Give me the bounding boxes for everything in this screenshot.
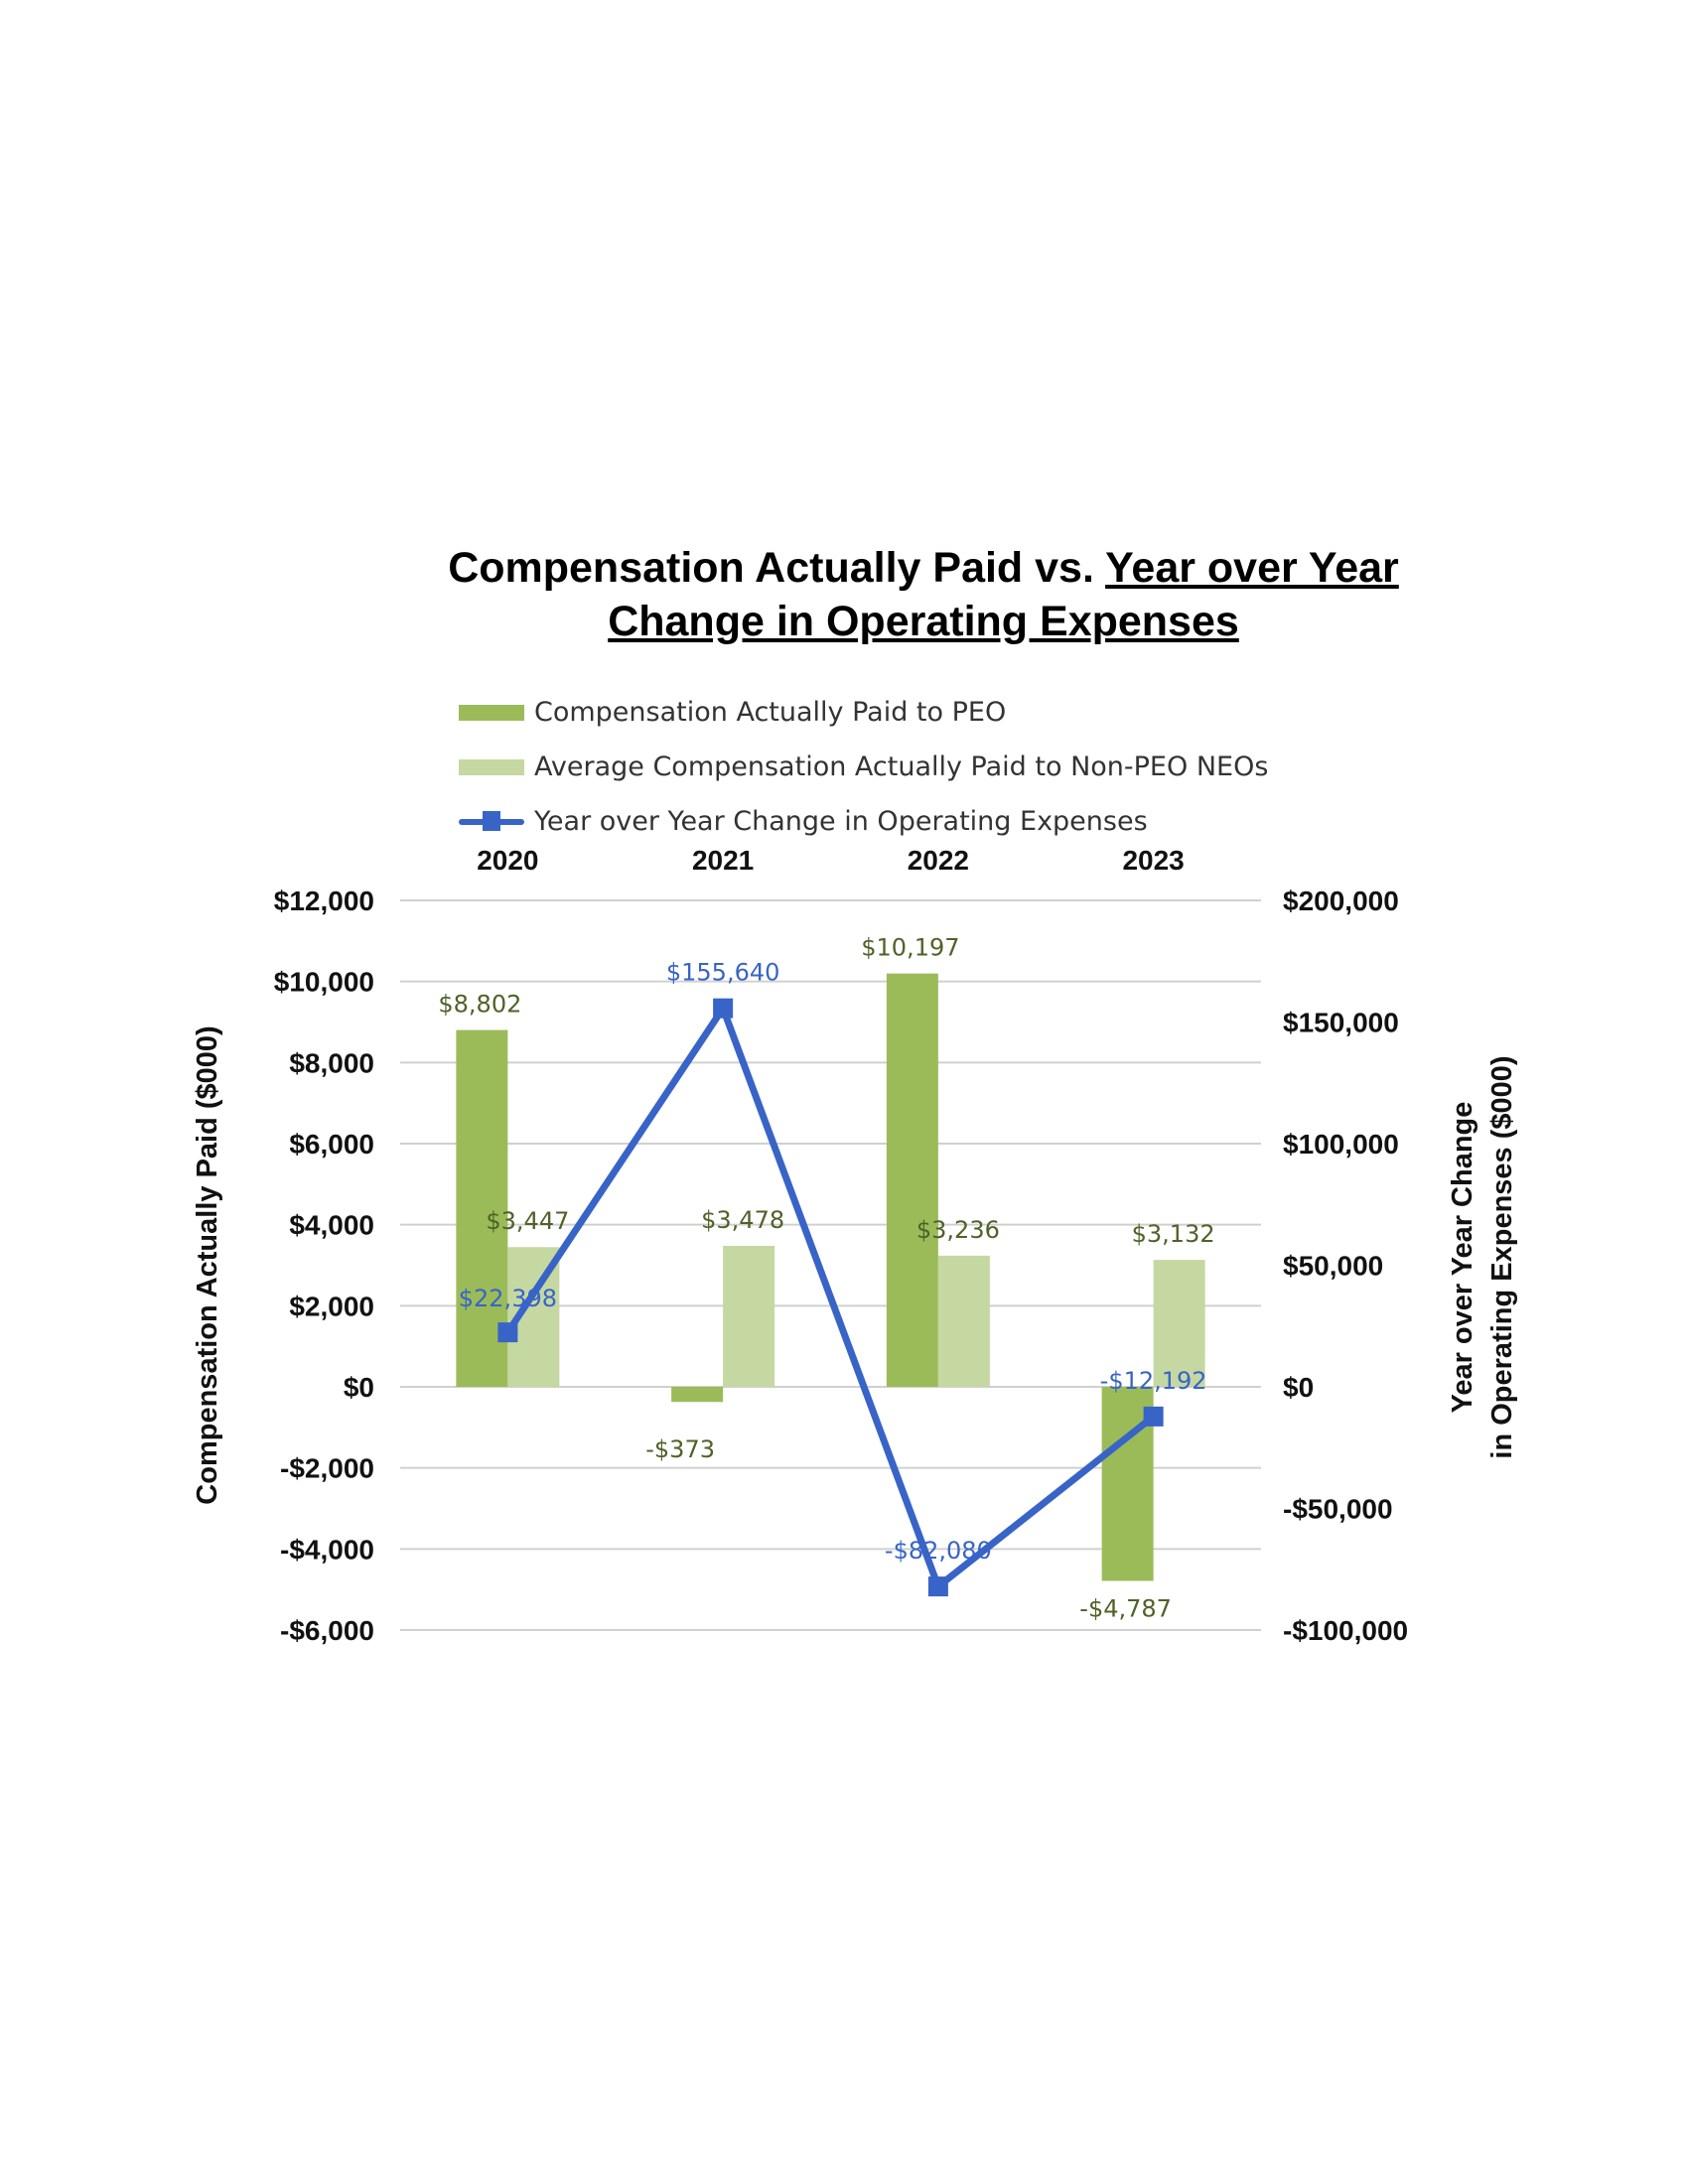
left-axis-tick-label: $4,000 [289,1210,374,1241]
left-axis-tick-label: $10,000 [274,967,374,998]
bar-peo-2022 [886,973,938,1387]
legend-swatch-peo [459,704,524,721]
right-axis-title-line: in Operating Expenses ($000) [1486,1055,1518,1458]
chart-title-underlined-1: Year over Year [1105,544,1399,592]
right-axis-title: Year over Year Change in Operating Expens… [1447,1055,1518,1458]
left-axis-tick-label: -$6,000 [280,1615,374,1646]
bar-neo-2021 [723,1245,775,1387]
right-axis-title-line: Year over Year Change [1447,1102,1478,1414]
data-label-neo-2023: $3,132 [1132,1220,1215,1248]
left-axis-tick-label: $6,000 [289,1129,374,1160]
legend-item-peo: Compensation Actually Paid to PEO [459,685,1268,740]
data-label-peo-2020: $8,802 [438,991,521,1019]
chart-title: Compensation Actually Paid vs. Year over… [0,541,1688,648]
opex-line [504,1005,1156,1590]
right-axis-tick-label: $0 [1283,1372,1314,1403]
axes: $12,000 $10,000 $8,000 $6,000 $4,000 $2,000 $0… [192,845,1518,1646]
category-label-2022: 2022 [908,845,969,876]
opex-marker-2021 [713,998,734,1019]
data-label-peo-2023: -$4,787 [1079,1594,1172,1622]
left-axis-tick-label: $12,000 [274,886,374,916]
category-label-2021: 2021 [692,845,754,876]
left-axis-title: Compensation Actually Paid ($000) [192,1025,223,1504]
right-axis-tick-label: $200,000 [1283,886,1399,916]
data-label-neo-2020: $3,447 [486,1207,569,1235]
left-axis-tick-label: $0 [344,1372,374,1403]
bar-peo-2021 [671,1387,724,1403]
legend-swatch-opex-line [459,810,524,831]
chart-title-underlined-2: Change in Operating Expenses [608,598,1239,645]
data-labels: $8,802 -$373 $10,197 -$4,787 $3,447 $3,478 $3,… [438,934,1214,1623]
right-axis-tick-label: $100,000 [1283,1129,1399,1160]
legend-label-peo: Compensation Actually Paid to PEO [534,697,1007,728]
chart-title-plain: Compensation Actually Paid vs. [448,544,1106,592]
left-axis-tick-label: $8,000 [289,1047,374,1078]
category-label-2020: 2020 [477,845,538,876]
data-label-peo-2021: -$373 [645,1435,715,1463]
category-label-2023: 2023 [1122,845,1184,876]
data-label-neo-2022: $3,236 [916,1216,1000,1244]
left-axis-tick-label: -$2,000 [280,1453,374,1484]
chart-legend: Compensation Actually Paid to PEO Averag… [459,685,1268,849]
opex-marker-2020 [497,1322,518,1343]
right-axis-tick-label: $150,000 [1283,1008,1399,1038]
data-label-opex-2022: -$82,080 [885,1537,992,1565]
legend-item-opex: Year over Year Change in Operating Expen… [459,794,1268,849]
legend-swatch-neo [459,758,524,775]
legend-label-neo: Average Compensation Actually Paid to No… [534,751,1269,782]
right-axis-tick-label: -$50,000 [1283,1494,1393,1525]
right-axis-tick-label: -$100,000 [1283,1615,1408,1646]
legend-item-neo: Average Compensation Actually Paid to No… [459,740,1268,794]
data-label-neo-2021: $3,478 [701,1206,784,1234]
data-label-peo-2022: $10,197 [861,934,959,962]
data-label-opex-2021: $155,640 [666,959,780,987]
left-axis-tick-label: $2,000 [289,1291,374,1321]
right-axis-tick-label: $50,000 [1283,1251,1383,1282]
bar-neo-2023 [1153,1260,1205,1387]
data-label-opex-2020: $22,398 [459,1285,557,1312]
legend-label-opex: Year over Year Change in Operating Expen… [534,806,1148,837]
opex-line-group [497,998,1164,1597]
opex-marker-2022 [927,1576,948,1597]
chart-title-line-1: Compensation Actually Paid vs. Year over… [0,541,1688,595]
chart-title-line-2: Change in Operating Expenses [0,595,1688,648]
data-label-opex-2023: -$12,192 [1100,1367,1207,1395]
bars [456,973,1205,1581]
opex-marker-2023 [1143,1406,1164,1427]
bar-neo-2022 [937,1255,990,1387]
left-axis-tick-label: -$4,000 [280,1534,374,1565]
